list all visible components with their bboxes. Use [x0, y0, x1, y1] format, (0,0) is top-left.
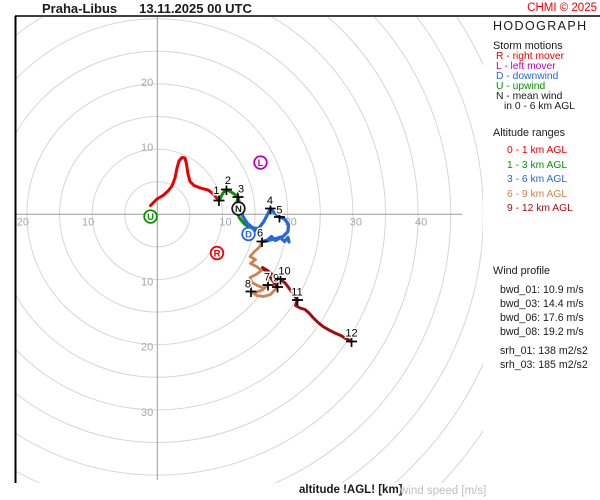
legend-alt-6-9: 6 - 9 km AGL: [507, 188, 568, 200]
storm-marker-circle-upwind: [143, 209, 158, 224]
altitude-cross-6km: [256, 235, 268, 247]
storm-relative-helicity-values: srh_01: 138 m2/s2 srh_03: 185 m2/s2: [500, 344, 588, 372]
altitude-label-2km: 2: [225, 175, 231, 187]
altitude-label-6km: 6: [257, 227, 263, 239]
altitude-label-1km: 1: [213, 185, 219, 197]
altitude-label-8km: 8: [245, 278, 251, 290]
legend-alt-1-3: 1 - 3 km AGL: [507, 159, 568, 171]
y-axis-tick-down-30: 30: [141, 407, 153, 419]
altitude-ranges-title: Altitude ranges: [493, 127, 566, 139]
storm-marker-left-mover: L: [253, 155, 268, 170]
sounding-datetime: 13.11.2025 00 UTC: [139, 1, 252, 16]
panel-heading: HODOGRAPH: [493, 19, 588, 33]
storm-marker-circle-downwind: [241, 226, 256, 242]
x-axis-tick-right-30: 30: [350, 216, 362, 228]
grid-ring-60: [440, 429, 483, 483]
wind-profile-title: Wind profile: [493, 265, 551, 277]
trace-0-1-km-agl: [149, 156, 221, 207]
y-axis-tick-down-10: 10: [141, 277, 153, 289]
page-title: Praha-Libus 13.11.2025 00 UTC: [42, 1, 252, 16]
legend-mean-wind-range: in 0 - 6 km AGL: [504, 100, 575, 112]
grid-ring-65: [0, 0, 581, 500]
storm-marker-circle-right-mover: [209, 245, 225, 261]
altitude-ranges-legend: 0 - 1 km AGL 1 - 3 km AGL 3 - 6 km AGL 6…: [507, 144, 573, 217]
srh-03-value: srh_03: 185 m2/s2: [500, 359, 588, 371]
trace-3-6-km-agl: [236, 196, 291, 244]
altitude-cross-7km: [262, 279, 274, 291]
trace-9-12-km-agl: [261, 266, 353, 343]
legend-alt-3-6: 3 - 6 km AGL: [507, 174, 568, 186]
storm-marker-upwind: U: [143, 209, 158, 224]
legend-right-mover: R - right mover: [496, 51, 565, 62]
storm-marker-circle-left-mover: [253, 155, 268, 170]
altitude-label-5km: 5: [276, 204, 282, 216]
footer-altitude-label: altitude !AGL! [km]: [299, 484, 403, 496]
storm-marker-letter-left-mover: L: [258, 158, 264, 169]
storm-marker-right-mover: R: [209, 245, 225, 261]
bwd-01-value: bwd_01: 10.9 m/s: [500, 284, 584, 296]
legend-alt-0-1: 0 - 1 km AGL: [507, 145, 568, 156]
station-name: Praha-Libus: [42, 1, 118, 16]
altitude-cross-3km: [232, 191, 244, 203]
legend-downwind: D - downwind: [496, 70, 559, 82]
trace-6-9-km-agl: [248, 240, 279, 298]
y-axis-tick-down-20: 20: [141, 342, 153, 354]
srh-01-value: srh_01: 138 m2/s2: [500, 345, 588, 357]
x-axis-tick-right-10: 10: [219, 216, 231, 228]
storm-marker-letter-right-mover: R: [214, 248, 221, 259]
altitude-cross-1km: [213, 194, 225, 206]
storm-marker-letter-downwind: D: [245, 229, 252, 240]
x-axis-tick-left-20: 20: [17, 216, 29, 228]
x-axis-tick-right-40: 40: [415, 216, 427, 228]
legend-mean-wind: N - mean wind: [496, 90, 563, 102]
storm-motions-legend: R - right mover L - left mover D - downw…: [496, 51, 575, 112]
storm-marker-downwind: D: [241, 226, 256, 242]
altitude-cross-10km: [275, 273, 287, 285]
altitude-cross-12km: [346, 336, 358, 348]
y-axis-tick-up-20: 20: [141, 77, 153, 89]
grid-ring-35: [16, 17, 386, 443]
altitude-cross-4km: [264, 202, 276, 214]
copyright-notice: CHMI © 2025: [527, 2, 597, 14]
x-axis-tick-left-10: 10: [82, 216, 94, 228]
altitude-label-3km: 3: [238, 184, 244, 196]
footer-wind-speed-label: wind speed [m/s]: [400, 485, 487, 497]
storm-motions-title: Storm motions: [493, 40, 563, 52]
altitude-label-11km: 11: [291, 286, 302, 298]
legend-left-mover: L - left mover: [496, 60, 556, 72]
y-axis-tick-up-10: 10: [141, 142, 153, 154]
bwd-06-value: bwd_06: 17.6 m/s: [500, 312, 584, 324]
polar-grid: [0, 0, 581, 500]
altitude-label-4km: 4: [267, 195, 273, 207]
altitude-cross-8km: [245, 285, 257, 297]
altitude-label-10km: 10: [278, 265, 290, 277]
storm-marker-letter-mean-wind: N: [235, 204, 242, 215]
altitude-cross-5km: [273, 211, 285, 223]
bulk-wind-difference-values: bwd_01: 10.9 m/s bwd_03: 14.4 m/s bwd_06…: [500, 283, 584, 339]
altitude-cross-9km: [272, 281, 284, 293]
bwd-08-value: bwd_08: 19.2 m/s: [500, 326, 584, 338]
altitude-cross-2km: [220, 184, 232, 196]
altitude-cross-11km: [291, 294, 303, 306]
altitude-label-7km: 7: [264, 271, 270, 283]
altitude-label-12km: 12: [345, 328, 357, 340]
storm-marker-letter-upwind: U: [147, 212, 154, 223]
bwd-03-value: bwd_03: 14.4 m/s: [500, 298, 584, 310]
legend-upwind: U - upwind: [496, 80, 546, 92]
storm-marker-mean-wind: N: [231, 201, 246, 216]
legend-alt-9-12: 9 - 12 km AGL: [507, 203, 573, 215]
